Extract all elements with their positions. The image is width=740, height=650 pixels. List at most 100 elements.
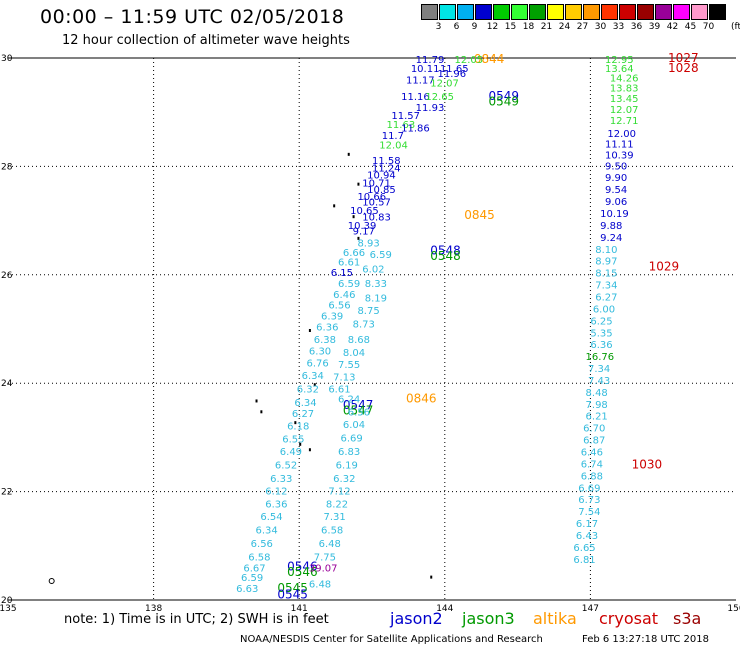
- wave-height-value: 6.46: [581, 447, 603, 458]
- colorbar-label: 9: [471, 22, 478, 32]
- colorbar-swatch: [583, 4, 600, 20]
- colorbar-label: 36: [630, 22, 643, 32]
- island: [357, 182, 360, 186]
- wave-height-value: 11.7: [382, 131, 404, 142]
- wave-height-value: 9.50: [605, 161, 627, 172]
- track-time-label: 0547: [343, 398, 374, 412]
- wave-height-value: 11.58: [372, 156, 401, 167]
- colorbar-label: 45: [684, 22, 697, 32]
- colorbar-swatch: [655, 4, 672, 20]
- wave-height-value: 9.06: [605, 197, 627, 208]
- wave-height-value: 6.59: [241, 573, 263, 584]
- wave-height-value: 6.27: [292, 409, 314, 420]
- wave-height-value: 6.55: [282, 434, 304, 445]
- wave-height-value: 6.69: [578, 483, 600, 494]
- wave-height-value: 10.94: [367, 171, 396, 182]
- wave-height-value: 6.52: [275, 461, 297, 472]
- colorbar-swatch: [547, 4, 564, 20]
- wave-height-value: 11.65: [440, 64, 469, 75]
- legend-altika: altika: [533, 609, 577, 628]
- colorbar-label: 6: [453, 22, 460, 32]
- colorbar-swatch: [511, 4, 528, 20]
- wave-height-value: 6.88: [581, 471, 603, 482]
- wave-height-value: 6.24: [338, 394, 360, 405]
- colorbar-label: 21: [540, 22, 553, 32]
- x-tick-label: 138: [145, 604, 162, 614]
- grid-lines: [8, 58, 736, 600]
- wave-height-value: 8.15: [595, 269, 617, 280]
- wave-height-value: 6.61: [328, 385, 350, 396]
- wave-height-value: 10.65: [350, 206, 379, 217]
- track-time-label: 0545: [277, 588, 308, 602]
- wave-height-value: 6.19: [336, 461, 358, 472]
- track-time-label: 1030: [632, 458, 663, 472]
- wave-height-value: 11.79: [416, 55, 445, 66]
- legend-jason3: jason3: [462, 609, 515, 628]
- wave-height-value: 6.21: [586, 412, 608, 423]
- wave-height-value: 7.12: [328, 487, 350, 498]
- wave-height-value: 7.75: [314, 553, 336, 564]
- wave-height-value: 6.34: [256, 526, 278, 537]
- wave-height-value: 6.34: [294, 398, 316, 409]
- island: [357, 236, 360, 240]
- colorbar-unit: (ft): [731, 22, 740, 32]
- wave-height-value: 7.54: [578, 507, 600, 518]
- colorbar-label: 30: [594, 22, 607, 32]
- wave-height-value: 7.34: [595, 281, 617, 292]
- colorbar-swatch: [637, 4, 654, 20]
- wave-height-value: 7.43: [588, 376, 610, 387]
- wave-height-value: 10.19: [600, 209, 629, 220]
- wave-height-value: 6.12: [265, 487, 287, 498]
- wave-height-value: 7.13: [333, 373, 355, 384]
- colorbar-label: 33: [612, 22, 625, 32]
- wave-height-value: 12.07: [610, 105, 639, 116]
- track-time-label: 0549: [488, 89, 519, 103]
- track-time-label: 1029: [649, 260, 680, 274]
- wave-height-value: 6.65: [573, 543, 595, 554]
- legend-s3a: s3a: [673, 609, 702, 628]
- y-tick-label: 26: [1, 271, 13, 281]
- wave-height-value: 11.57: [391, 111, 420, 122]
- wave-height-value: 6.30: [309, 347, 331, 358]
- wave-height-value: 6.32: [333, 474, 355, 485]
- x-tick-label: 150: [727, 604, 740, 614]
- wave-height-value: 7.55: [338, 360, 360, 371]
- wave-height-value: 6.56: [328, 301, 350, 312]
- island: [333, 204, 336, 208]
- colorbar-swatch: [421, 4, 438, 20]
- wave-height-value: 6.33: [270, 474, 292, 485]
- wave-height-value: 8.75: [357, 306, 379, 317]
- island: [255, 399, 258, 403]
- wave-height-value: 7.98: [586, 400, 608, 411]
- colorbar-label: 24: [558, 22, 571, 32]
- wave-height-value: 8.22: [326, 500, 348, 511]
- wave-height-value: 11.16: [401, 92, 430, 103]
- wave-height-value: 6.34: [302, 371, 324, 382]
- wave-height-value: 6.00: [593, 304, 615, 315]
- island: [430, 575, 433, 579]
- colorbar-label: 12: [486, 22, 499, 32]
- x-tick-label: 135: [0, 604, 17, 614]
- wave-height-value: 7.34: [588, 364, 610, 375]
- wave-height-value: 6.36: [590, 340, 612, 351]
- wave-height-value: 11.17: [406, 76, 435, 87]
- colorbar-swatch: [709, 4, 726, 20]
- wave-height-value: 6.48: [309, 580, 331, 591]
- wave-height-value: 10.83: [362, 212, 391, 223]
- track-time-label: 0545: [277, 581, 308, 595]
- x-tick-label: 141: [291, 604, 308, 614]
- legend-cryosat: cryosat: [599, 609, 659, 628]
- wave-height-value: 6.27: [595, 292, 617, 303]
- wave-height-value: 6.59: [370, 250, 392, 261]
- wave-height-value: 6.58: [248, 553, 270, 564]
- wave-height-value: 6.67: [243, 563, 265, 574]
- wave-height-value: 6.63: [236, 584, 258, 595]
- wave-height-value: 12.07: [430, 78, 459, 89]
- plot-frame: [8, 57, 736, 601]
- wave-height-value: 10.85: [367, 185, 396, 196]
- wave-height-value: 6.36: [316, 322, 338, 333]
- colorbar-label: 18: [522, 22, 535, 32]
- colorbar-swatch: [619, 4, 636, 20]
- wave-height-value: 12.04: [379, 141, 408, 152]
